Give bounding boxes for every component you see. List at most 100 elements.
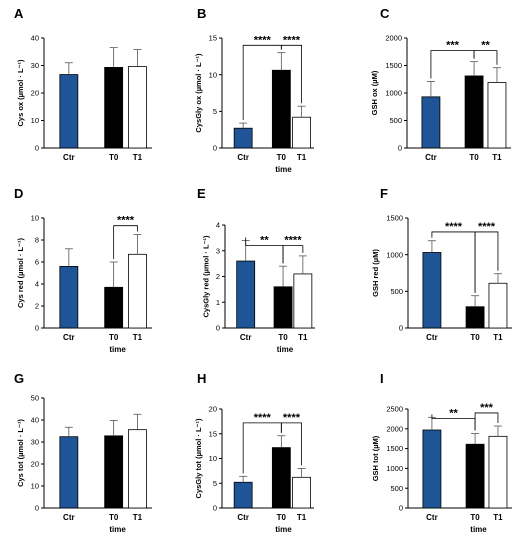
y-tick-label: 50 bbox=[31, 394, 39, 403]
panel-d: D 0 2 4 6 8 10 Cys red (µmol · L⁻¹) Ctr T0 T1 time *… bbox=[14, 186, 152, 354]
panel-letter: G bbox=[14, 371, 24, 386]
category-label-t1: T1 bbox=[297, 513, 307, 522]
bar-ctr bbox=[422, 252, 442, 329]
bar-t0 bbox=[104, 67, 124, 149]
y-tick-label: 1 bbox=[216, 298, 220, 307]
significance-label: **** bbox=[283, 34, 301, 46]
panel-letter: I bbox=[380, 371, 384, 386]
y-tick-label: 3 bbox=[216, 246, 220, 255]
panel-letter: E bbox=[197, 186, 206, 201]
panel-b: B 0 5 10 15 CysGly ox (µmol · L⁻¹) Ctr T0 T1 time… bbox=[194, 6, 314, 174]
y-axis-label: Cys tot (µmol · L⁻¹) bbox=[16, 419, 25, 487]
bar-t0 bbox=[464, 75, 484, 149]
category-label-t0: T0 bbox=[278, 333, 288, 342]
y-tick-label: 0 bbox=[399, 324, 403, 333]
category-label-ctr: Ctr bbox=[237, 513, 249, 522]
y-tick-label: 4 bbox=[35, 280, 39, 289]
category-label-t1: T1 bbox=[493, 333, 503, 342]
bar-t0 bbox=[465, 443, 485, 509]
significance-bracket bbox=[430, 50, 475, 79]
y-tick-label: 0 bbox=[35, 324, 39, 333]
bar-t1 bbox=[128, 253, 147, 329]
panel-h: H 0 5 10 15 20 CysGly tot (µmol · L⁻¹) Ctr T0 T1 t… bbox=[194, 371, 314, 534]
bar-t1 bbox=[292, 116, 311, 149]
x-axis-label: time bbox=[470, 525, 487, 534]
bar-t1 bbox=[488, 282, 508, 329]
bar-ctr bbox=[59, 436, 79, 509]
y-tick-label: 10 bbox=[209, 454, 217, 463]
y-tick-label: 4 bbox=[216, 221, 220, 230]
bar-t0 bbox=[271, 69, 291, 149]
category-label-t1: T1 bbox=[493, 513, 503, 522]
category-label-ctr: Ctr bbox=[237, 153, 249, 162]
y-tick-label: 2 bbox=[35, 302, 39, 311]
panel-f: F 0 500 1000 1500 GSH red (µM) Ctr T0 T1 **** **** bbox=[371, 186, 512, 342]
y-axis-label: GSH red (µM) bbox=[371, 249, 380, 297]
y-tick-label: 2500 bbox=[386, 405, 403, 414]
category-label-ctr: Ctr bbox=[425, 153, 437, 162]
bar-ctr bbox=[233, 481, 253, 509]
y-tick-label: 1000 bbox=[386, 464, 403, 473]
bar-t0 bbox=[465, 306, 485, 329]
panel-letter: H bbox=[197, 371, 206, 386]
y-tick-label: 2 bbox=[216, 272, 220, 281]
category-label-t0: T0 bbox=[109, 153, 119, 162]
category-label-t1: T1 bbox=[297, 153, 307, 162]
y-tick-label: 5 bbox=[213, 479, 217, 488]
panel-letter: F bbox=[380, 186, 388, 201]
category-label-t0: T0 bbox=[277, 513, 287, 522]
y-tick-label: 2000 bbox=[385, 34, 402, 43]
y-tick-label: 500 bbox=[389, 116, 402, 125]
y-tick-label: 8 bbox=[35, 236, 39, 245]
x-axis-label: time bbox=[277, 345, 294, 354]
bar-t1 bbox=[293, 273, 313, 329]
panel-letter: B bbox=[197, 6, 206, 21]
bar-t1 bbox=[488, 435, 508, 509]
category-label-t1: T1 bbox=[133, 333, 143, 342]
y-tick-label: 0 bbox=[213, 144, 217, 153]
category-label-ctr: Ctr bbox=[63, 153, 75, 162]
significance-label: *** bbox=[446, 40, 460, 52]
y-axis-label: GSH tot (µM) bbox=[371, 435, 380, 481]
y-axis-label: CysGly tot (µmol · L⁻¹) bbox=[194, 418, 203, 498]
y-axis-label: Cys ox (µmol · L⁻¹) bbox=[16, 59, 25, 127]
y-tick-label: 1500 bbox=[386, 214, 403, 223]
y-tick-label: 30 bbox=[31, 438, 39, 447]
bar-ctr bbox=[421, 96, 441, 149]
y-axis-label: CysGly red (µmol · L⁻¹) bbox=[202, 235, 211, 318]
panel-letter: D bbox=[14, 186, 23, 201]
panel-i: I 0 500 1000 1500 2000 2500 GSH tot (µM) Ctr T0 T1… bbox=[371, 371, 512, 534]
y-axis-label: GSH ox (µM) bbox=[370, 70, 379, 115]
bar-t0 bbox=[104, 435, 124, 509]
significance-label: **** bbox=[283, 412, 301, 424]
y-tick-label: 20 bbox=[31, 460, 39, 469]
significance-bracket bbox=[280, 44, 302, 104]
significance-label: ** bbox=[481, 40, 490, 52]
significance-bracket bbox=[474, 412, 499, 431]
bar-t1 bbox=[128, 66, 147, 149]
category-label-t1: T1 bbox=[492, 153, 502, 162]
y-tick-label: 40 bbox=[31, 34, 39, 43]
significance-label: **** bbox=[478, 221, 496, 233]
y-tick-label: 20 bbox=[209, 405, 217, 414]
significance-bracket bbox=[282, 245, 304, 264]
significance-label: **** bbox=[117, 215, 135, 227]
bar-t0 bbox=[104, 286, 124, 329]
category-label-t0: T0 bbox=[109, 333, 119, 342]
y-tick-label: 1500 bbox=[386, 444, 403, 453]
category-label-ctr: Ctr bbox=[426, 513, 438, 522]
category-label-ctr: Ctr bbox=[240, 333, 252, 342]
y-tick-label: 0 bbox=[35, 144, 39, 153]
x-axis-label: time bbox=[275, 165, 292, 174]
y-tick-label: 0 bbox=[213, 504, 217, 513]
category-label-ctr: Ctr bbox=[63, 333, 75, 342]
bar-t0 bbox=[273, 286, 293, 329]
panel-a: A 0 10 20 30 40 Cys ox (µmol · L⁻¹) Ctr T0 T1 bbox=[14, 6, 152, 162]
panel-g: G 0 10 20 30 40 50 Cys tot (µmol · L⁻¹) Ctr T0 T1 t… bbox=[14, 371, 152, 534]
x-axis-label: time bbox=[109, 525, 126, 534]
panel-letter: A bbox=[14, 6, 24, 21]
category-label-ctr: Ctr bbox=[63, 513, 75, 522]
bar-ctr bbox=[59, 74, 79, 149]
y-tick-label: 40 bbox=[31, 416, 39, 425]
y-tick-label: 0 bbox=[399, 504, 403, 513]
